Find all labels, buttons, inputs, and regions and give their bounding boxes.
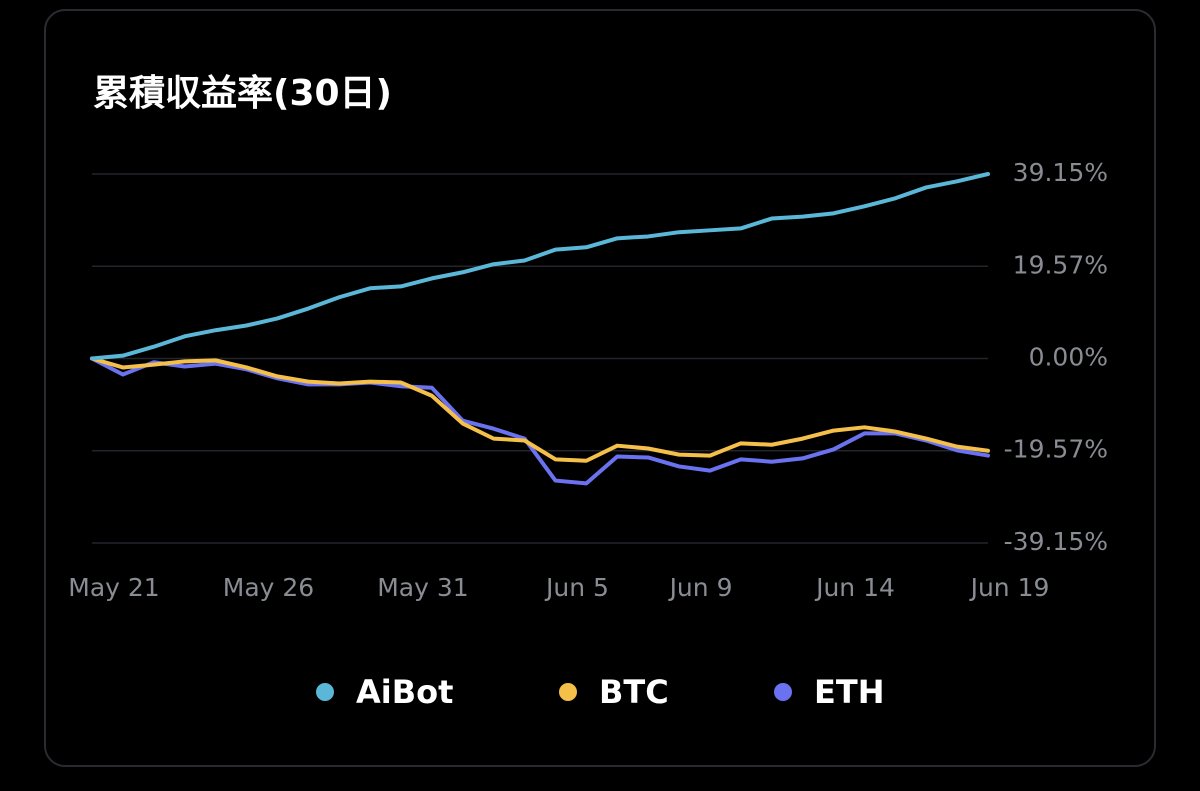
- y-tick-label: -39.15%: [1004, 527, 1108, 556]
- x-tick-label: May 26: [223, 573, 314, 602]
- x-tick-label: May 31: [377, 573, 468, 602]
- legend-label: AiBot: [356, 673, 453, 711]
- series-line: [90, 172, 990, 361]
- legend-marker: [316, 683, 334, 701]
- series-line: [90, 356, 990, 463]
- legend-marker: [774, 683, 792, 701]
- x-tick-label: Jun 9: [668, 573, 733, 602]
- legend-marker: [559, 683, 577, 701]
- x-tick-label: Jun 19: [969, 573, 1050, 602]
- card: [44, 9, 1156, 767]
- y-tick-label: 19.57%: [1013, 250, 1108, 279]
- y-tick-label: -19.57%: [1004, 435, 1108, 464]
- series-line: [90, 356, 990, 486]
- x-tick-label: Jun 14: [814, 573, 895, 602]
- x-tick-label: Jun 5: [544, 573, 609, 602]
- y-tick-label: 39.15%: [1013, 158, 1108, 187]
- legend-label: BTC: [599, 673, 669, 711]
- chart-title: 累積収益率(30日): [93, 73, 392, 114]
- y-tick-label: 0.00%: [1029, 343, 1108, 372]
- legend-label: ETH: [814, 673, 884, 711]
- x-tick-label: May 21: [68, 573, 159, 602]
